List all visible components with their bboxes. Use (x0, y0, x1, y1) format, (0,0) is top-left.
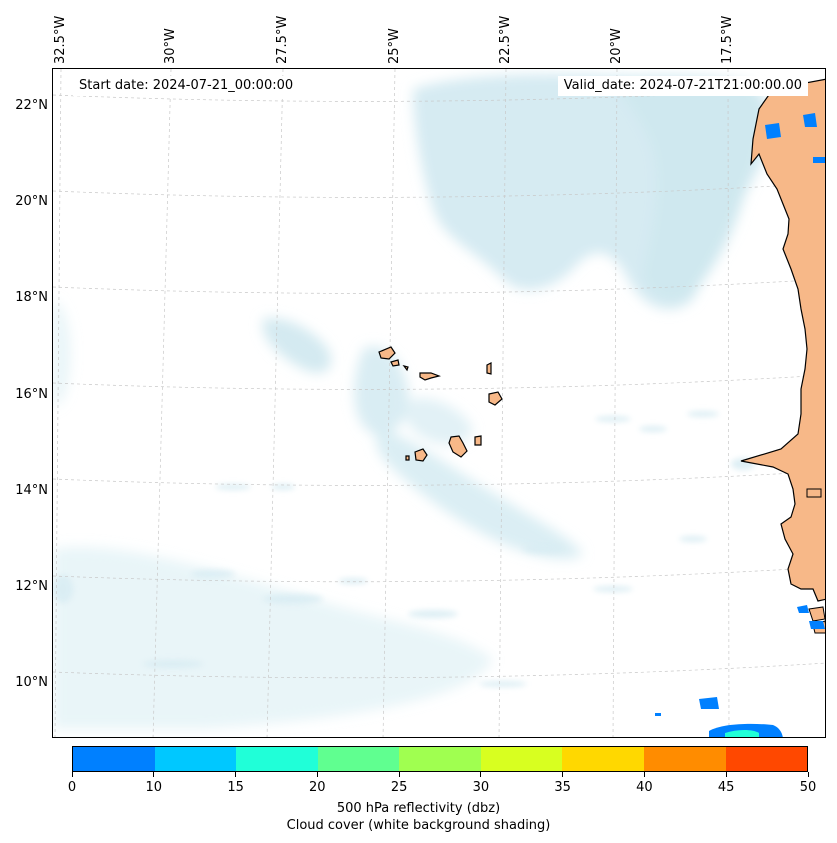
reflectivity-cell-coast-1 (797, 605, 809, 613)
graticule (53, 69, 825, 737)
reflectivity-cell-east-edge (813, 157, 825, 163)
lon-label-27-5w: 27.5°W (275, 15, 290, 64)
colorbar-tick-label: 40 (636, 780, 653, 795)
colorbar-sublabel: Cloud cover (white background shading) (286, 818, 551, 833)
colorbar-segment-7 (643, 747, 726, 771)
colorbar-segment-6 (562, 747, 644, 771)
lon-label-22-5w: 22.5°W (498, 15, 513, 64)
lon-label-17-5w: 17.5°W (720, 15, 735, 64)
mainland-land (740, 78, 825, 602)
lat-label-22n: 22°N (15, 98, 48, 113)
cloud-band-east (613, 75, 762, 302)
reflectivity-cells (655, 113, 825, 737)
island-fogo (414, 448, 428, 462)
lat-label-16n: 16°N (15, 387, 48, 402)
cloud-cover-layer (53, 74, 772, 729)
cloud-patch-west-edge (53, 299, 71, 409)
map-panel[interactable] (52, 68, 826, 738)
colorbar (72, 746, 808, 772)
reflectivity-cell-south-2 (655, 713, 661, 716)
cloud-patch-sw-haze (53, 547, 493, 729)
lon-label-20w: 20°W (609, 28, 624, 64)
island-santa-luzia (402, 365, 409, 372)
cloud-patch-central (354, 346, 409, 435)
island-santo-antao (378, 346, 396, 360)
colorbar-segment-1 (154, 747, 237, 771)
colorbar-segment-8 (725, 747, 808, 771)
colorbar-tick-label: 10 (145, 780, 163, 795)
island-sal (486, 362, 492, 375)
colorbar-tick-label: 35 (554, 780, 571, 795)
map-canvas (53, 69, 825, 737)
colorbar-tick-label: 30 (472, 780, 490, 795)
valid-date-label: Valid_date: 2024-07-21T21:00:00.00 (557, 76, 808, 96)
cloud-patch-islands-haze (406, 398, 473, 445)
colorbar-tick-label: 15 (227, 780, 244, 795)
island-brava (405, 455, 410, 461)
lat-label-14n: 14°N (15, 483, 48, 498)
island-sao-nicolau (419, 372, 442, 381)
colorbar-tick-label: 0 (67, 780, 77, 795)
colorbar-segment-2 (236, 747, 318, 771)
colorbar-tick-label: 20 (309, 780, 326, 795)
lon-label-32-5w: 32.5°W (53, 15, 68, 64)
lon-label-25w: 25°W (387, 28, 402, 64)
lat-label-18n: 18°N (15, 290, 48, 305)
colorbar-tick-label: 50 (799, 780, 817, 795)
reflectivity-cell-south-1 (699, 697, 719, 709)
colorbar-segment-5 (480, 747, 563, 771)
colorbar-ticks: 0 10 15 20 25 30 35 40 45 50 (68, 772, 816, 802)
lat-label-12n: 12°N (15, 579, 48, 594)
island-sao-vicente (390, 359, 400, 367)
cloud-patch-south (376, 429, 583, 559)
cloud-patch-west (262, 318, 332, 373)
lat-label-10n: 10°N (15, 675, 48, 690)
reflectivity-cell-coast-2 (809, 621, 825, 629)
lon-label-30w: 30°W (163, 28, 178, 64)
cape-verde-islands (378, 346, 503, 462)
island-boa-vista (488, 391, 503, 406)
reflectivity-cell-south-core (725, 730, 759, 737)
colorbar-tick-label: 45 (717, 780, 735, 795)
reflectivity-cell-northeast (803, 113, 817, 127)
colorbar-segment-3 (317, 747, 400, 771)
colorbar-label: 500 hPa reflectivity (dbz) (336, 801, 501, 816)
start-date-label: Start date: 2024-07-21_00:00:00 (73, 76, 300, 96)
reflectivity-cell-north (765, 123, 781, 139)
colorbar-tick-label: 25 (390, 780, 408, 795)
colorbar-segment-4 (399, 747, 481, 771)
colorbar-segment-0 (73, 747, 155, 771)
island-santiago (448, 435, 468, 458)
island-maio (474, 435, 482, 446)
lat-label-20n: 20°N (15, 194, 48, 209)
